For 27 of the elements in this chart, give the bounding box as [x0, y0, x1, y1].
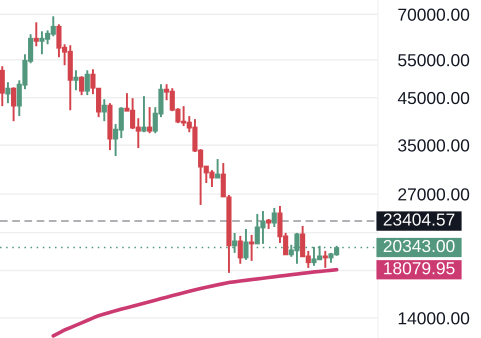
candlestick [141, 95, 147, 134]
ref-line-label: 20343.00 [384, 240, 455, 252]
candlestick [34, 21, 39, 48]
y-tick-label: 45000.00 [398, 92, 470, 104]
candlestick [238, 234, 243, 265]
candlestick [147, 106, 152, 134]
y-tick-label: 27000.00 [398, 188, 470, 201]
candlestick [215, 158, 220, 180]
candlestick [243, 228, 249, 261]
y-tick-label: 35000.00 [398, 139, 470, 152]
candlestick [249, 234, 254, 262]
y-tick-label: 70000.00 [398, 8, 470, 21]
y-tick-label: 14000.00 [398, 312, 470, 324]
text: 18079.95 [384, 262, 455, 274]
line-series [51, 268, 338, 338]
candlestick [73, 69, 79, 92]
candlestick [79, 75, 84, 96]
y-tick-label: 55000.00 [398, 54, 470, 66]
candlestick [272, 207, 277, 228]
candlestick [5, 81, 11, 104]
ref-line-label: 23404.57 [384, 213, 454, 226]
candlestick [102, 98, 107, 122]
candlestick [266, 218, 272, 230]
candlestick [0, 65, 5, 108]
candlestick [84, 69, 90, 96]
candlestick [11, 86, 16, 122]
candlestick [322, 250, 328, 269]
